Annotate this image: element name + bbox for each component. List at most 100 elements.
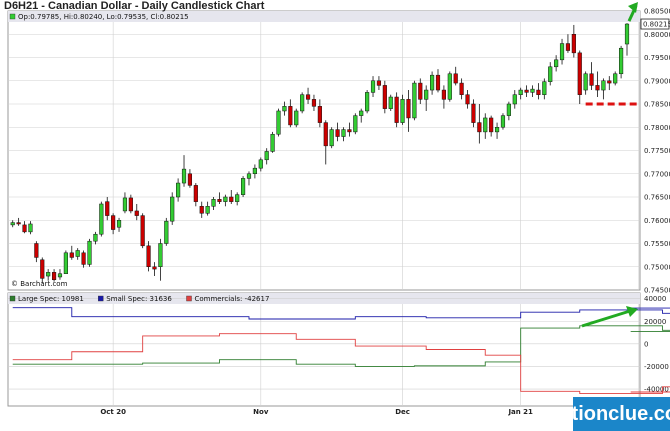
candle-body [400, 99, 405, 123]
candle-body [264, 151, 269, 161]
candle-body [382, 85, 387, 109]
cot-legend-label: Commercials: -42617 [195, 295, 270, 303]
cot-series-line [12, 307, 670, 320]
candle-body [69, 252, 74, 258]
candle-body [199, 206, 204, 214]
candle-body [164, 220, 169, 244]
candle-body [341, 129, 346, 137]
candle-body [494, 127, 500, 133]
candle-body [418, 82, 423, 100]
candle-body [483, 117, 488, 133]
cot-tick-label: 40000 [644, 295, 666, 303]
last-price-tag-box [640, 18, 670, 30]
x-tick-label: Dec [395, 408, 410, 416]
candle-body [75, 250, 80, 257]
candle-body [294, 110, 299, 126]
cot-tick-label: -20000 [644, 363, 669, 371]
candle-body [601, 80, 606, 91]
candle-body [365, 92, 370, 112]
candle-body [51, 272, 57, 281]
candle-body [359, 110, 364, 116]
candle-body [276, 110, 281, 135]
candle-body [116, 220, 122, 228]
candle-body [394, 96, 399, 123]
candle-body [453, 73, 458, 84]
candle-body [613, 73, 618, 84]
ohlc-band [8, 11, 640, 22]
cot-legend-label: Small Spec: 31636 [106, 295, 172, 303]
candle-body [40, 259, 45, 279]
candle-body [500, 115, 506, 128]
candle-body [459, 82, 464, 95]
cot-tick-label: -40000 [644, 386, 669, 394]
candle-body [10, 222, 15, 226]
candle-body [34, 243, 39, 258]
candle-body [229, 196, 234, 202]
cot-panel: 40000 20000 0 -20000 -40000 Large Spec: 10981… [7, 292, 670, 431]
candle-body [93, 233, 98, 242]
candle-body [187, 173, 193, 186]
trend-arrow-head [628, 2, 638, 13]
candle-body [16, 222, 21, 225]
candle-body [376, 80, 382, 86]
candle-body [28, 223, 33, 233]
candle-body [282, 106, 287, 112]
ohlc-swatch [9, 13, 16, 20]
candle-body [583, 73, 588, 91]
cot-legend-swatch [9, 295, 16, 302]
candle-body [536, 89, 541, 95]
cot-series-line [12, 325, 670, 367]
candle-body [57, 273, 63, 278]
candle-body [512, 94, 517, 105]
candle-body [317, 106, 322, 123]
x-tick-label: Jan 21 [507, 408, 533, 416]
candle-body [87, 240, 92, 265]
candle-body [240, 178, 246, 195]
candle-body [217, 199, 222, 202]
cot-legend-swatch [186, 295, 192, 302]
candle-body [158, 243, 163, 267]
candle-body [430, 74, 435, 91]
candle-body [589, 73, 594, 86]
candle-body [323, 122, 328, 147]
candle-body [607, 80, 612, 84]
last-price-tag: 0.80215 [643, 21, 670, 29]
candle-body [571, 34, 576, 54]
candle-body [193, 185, 198, 202]
candle-body [329, 129, 334, 147]
candle-body [205, 206, 210, 214]
candle-body [335, 129, 340, 137]
candle-body [447, 73, 452, 100]
candle-body [441, 89, 446, 100]
candle-body [465, 94, 470, 105]
candle-body [134, 210, 139, 216]
candle-body [548, 66, 553, 82]
chart-title: D6H21 - Canadian Dollar - Daily Candlest… [4, 0, 265, 12]
candle-body [170, 196, 175, 222]
candle-body [211, 199, 216, 207]
candle-body [181, 168, 187, 184]
candle-body [146, 245, 151, 267]
candle-body [235, 194, 240, 202]
candle-body [506, 103, 511, 116]
candle-body [122, 197, 128, 212]
cot-tick-label: 20000 [644, 318, 666, 326]
candle-body [424, 89, 429, 100]
candle-body [152, 266, 157, 270]
cot-arrow-head [626, 306, 638, 317]
candle-body [542, 81, 547, 95]
copyright-label: © Barchart.com [11, 280, 68, 288]
candle-body [619, 47, 624, 75]
candle-body [223, 196, 228, 202]
candle-body [305, 94, 311, 100]
